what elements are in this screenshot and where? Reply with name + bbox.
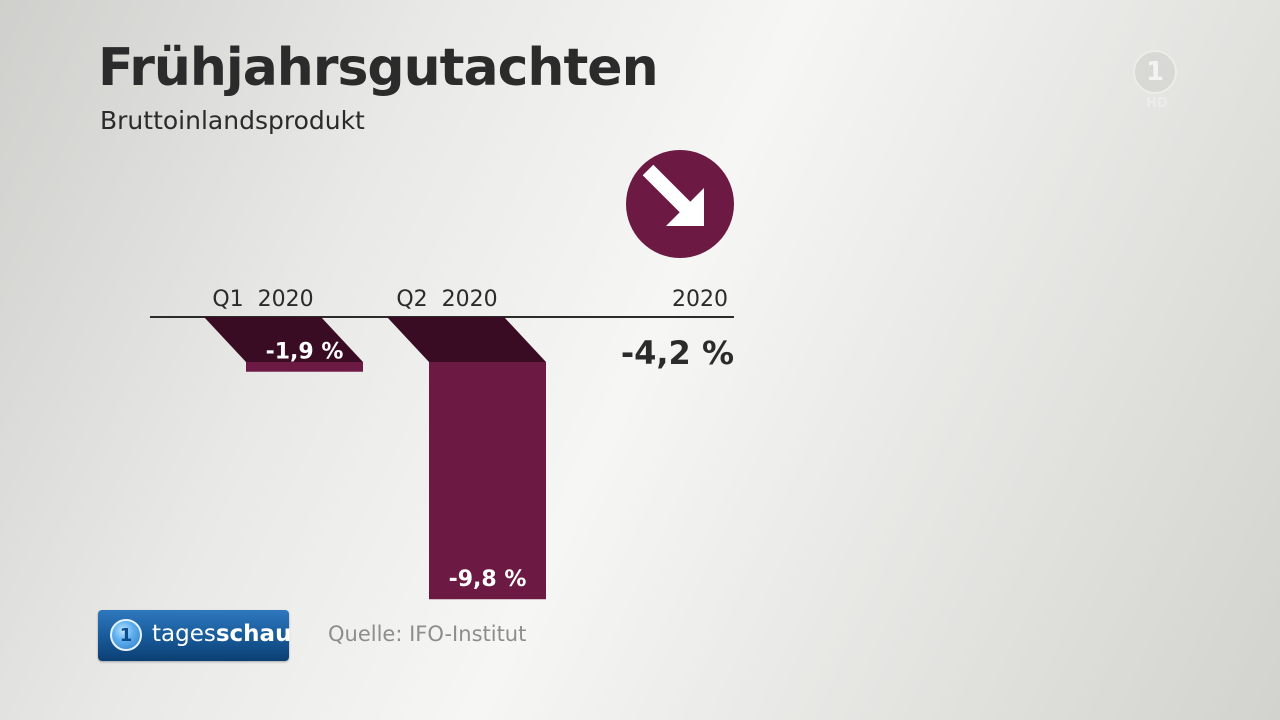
tagesschau-logo: 1 tagesschau: [98, 610, 291, 661]
value-label-2: -9,8 %: [449, 567, 527, 592]
hd-label: HD: [1146, 96, 1168, 111]
source-note: Quelle: IFO-Institut: [328, 622, 527, 646]
value-label-1: -1,9 %: [266, 340, 344, 365]
summary-value-label: -4,2 %: [621, 334, 734, 372]
arrow-down-right-icon: [626, 150, 734, 258]
brand-name-light: tages: [152, 621, 216, 647]
category-label-2: Q2 2020: [396, 287, 497, 312]
category-label-1: Q1 2020: [212, 287, 313, 312]
bar-top-1: [204, 317, 363, 362]
bar-top-2: [387, 317, 546, 362]
brand-name-bold: schau: [215, 621, 292, 647]
summary-year-label: 2020: [672, 287, 728, 312]
ard-logo-icon: 1: [1133, 50, 1177, 94]
bar-2: [429, 362, 546, 600]
bar-1: [246, 362, 363, 372]
chart-title: Frühjahrsgutachten: [98, 38, 659, 98]
brand-name: tagesschau: [152, 621, 291, 647]
globe-icon: 1: [110, 619, 142, 651]
chart-subtitle: Bruttoinlandsprodukt: [100, 106, 365, 135]
channel-logo: 1 HD: [1133, 50, 1181, 116]
